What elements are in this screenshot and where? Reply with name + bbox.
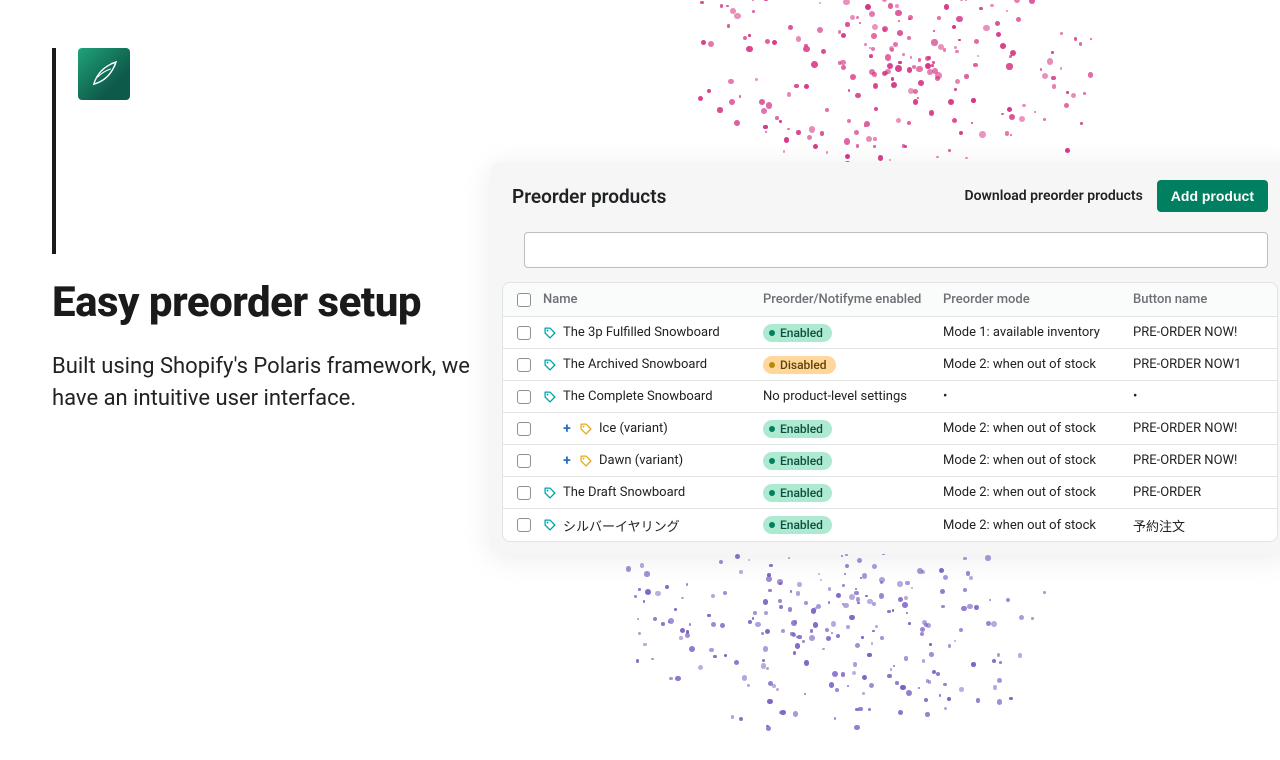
tag-icon (543, 358, 557, 372)
status-text: No product-level settings (763, 389, 907, 404)
tag-icon (579, 454, 593, 468)
accent-bar (52, 48, 56, 254)
panel-title: Preorder products (512, 185, 965, 208)
tag-icon (543, 326, 557, 340)
product-name: The 3p Fulfilled Snowboard (563, 325, 720, 340)
table-row[interactable]: The Draft Snowboard Enabled Mode 2: when o… (503, 477, 1277, 509)
row-checkbox[interactable] (517, 326, 531, 340)
row-checkbox[interactable] (517, 390, 531, 404)
preorder-panel: Preorder products Download preorder prod… (490, 162, 1280, 554)
button-name: PRE-ORDER NOW! (1133, 453, 1277, 468)
button-name: PRE-ORDER NOW! (1133, 421, 1277, 436)
status-badge: Enabled (763, 516, 832, 534)
add-product-button[interactable]: Add product (1157, 180, 1268, 212)
status-badge: Enabled (763, 420, 832, 438)
tag-icon (543, 390, 557, 404)
product-name: Ice (variant) (599, 421, 668, 436)
table-row[interactable]: + Dawn (variant) Enabled Mode 2: when out o… (503, 445, 1277, 477)
table-row[interactable]: The Complete Snowboard No product-level s… (503, 381, 1277, 413)
table-row[interactable]: + Ice (variant) Enabled Mode 2: when out of… (503, 413, 1277, 445)
search-input[interactable] (524, 232, 1268, 268)
preorder-mode: Mode 2: when out of stock (943, 453, 1133, 468)
product-name: The Archived Snowboard (563, 357, 707, 372)
expand-icon[interactable]: + (561, 421, 573, 437)
hero-subtext: Built using Shopify's Polaris framework,… (52, 351, 492, 415)
hero-heading: Easy preorder setup (52, 278, 492, 327)
table-row[interactable]: The Archived Snowboard Disabled Mode 2: wh… (503, 349, 1277, 381)
tag-icon (579, 422, 593, 436)
preorder-mode: Mode 2: when out of stock (943, 357, 1133, 372)
row-checkbox[interactable] (517, 422, 531, 436)
status-badge: Enabled (763, 452, 832, 470)
preorder-mode: Mode 1: available inventory (943, 325, 1133, 340)
col-header-mode: Preorder mode (943, 292, 1133, 307)
product-name: シルバーイヤリング (563, 516, 680, 535)
tag-icon (543, 518, 557, 532)
row-checkbox[interactable] (517, 486, 531, 500)
row-checkbox[interactable] (517, 454, 531, 468)
row-checkbox[interactable] (517, 518, 531, 532)
rocket-leaf-icon (87, 57, 121, 91)
preorder-mode: Mode 2: when out of stock (943, 518, 1133, 533)
table-row[interactable]: シルバーイヤリング Enabled Mode 2: when out of stoc… (503, 509, 1277, 541)
col-header-name: Name (543, 292, 763, 307)
preorder-mode: Mode 2: when out of stock (943, 421, 1133, 436)
col-header-button: Button name (1133, 292, 1277, 307)
products-table: Name Preorder/Notifyme enabled Preorder … (502, 282, 1278, 542)
product-name: Dawn (variant) (599, 453, 683, 468)
hero-column: Easy preorder setup Built using Shopify'… (52, 48, 492, 415)
preorder-mode: • (943, 389, 1133, 404)
table-row[interactable]: The 3p Fulfilled Snowboard Enabled Mode 1:… (503, 317, 1277, 349)
button-name: PRE-ORDER NOW1 (1133, 357, 1277, 372)
button-name: 予約注文 (1133, 516, 1277, 535)
product-name: The Complete Snowboard (563, 389, 713, 404)
select-all-checkbox[interactable] (517, 293, 531, 307)
table-header: Name Preorder/Notifyme enabled Preorder … (503, 283, 1277, 317)
status-badge: Enabled (763, 324, 832, 342)
app-logo (78, 48, 130, 100)
product-name: The Draft Snowboard (563, 485, 685, 500)
tag-icon (543, 486, 557, 500)
status-badge: Enabled (763, 484, 832, 502)
button-name: PRE-ORDER NOW! (1133, 325, 1277, 340)
preorder-mode: Mode 2: when out of stock (943, 485, 1133, 500)
col-header-status: Preorder/Notifyme enabled (763, 292, 943, 307)
button-name: • (1133, 389, 1277, 404)
status-badge: Disabled (763, 356, 836, 374)
row-checkbox[interactable] (517, 358, 531, 372)
button-name: PRE-ORDER (1133, 485, 1277, 500)
expand-icon[interactable]: + (561, 453, 573, 469)
download-link[interactable]: Download preorder products (965, 188, 1143, 204)
